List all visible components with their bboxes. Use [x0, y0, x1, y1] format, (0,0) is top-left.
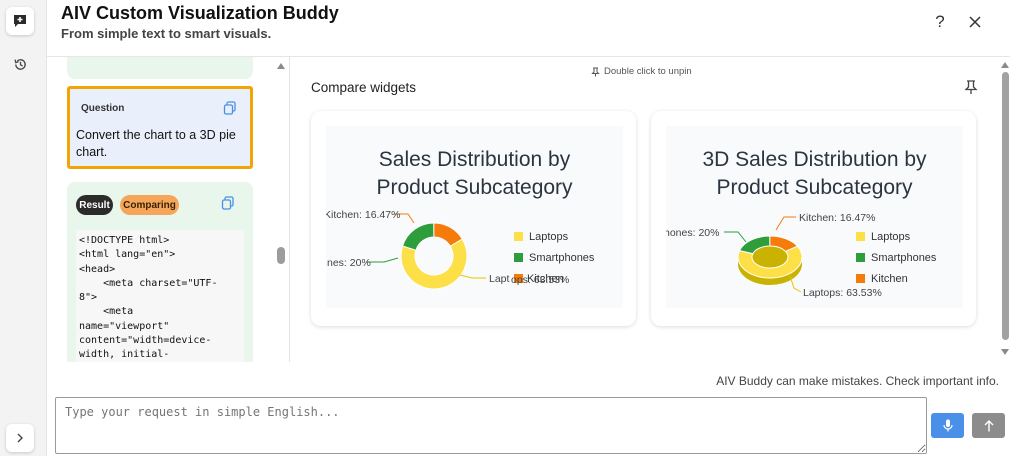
legend-label-smartphones: Smartphones	[871, 252, 937, 264]
unpin-hint: Double click to unpin	[591, 66, 692, 77]
history-icon	[13, 58, 26, 70]
arrow-up-icon	[984, 419, 993, 431]
legend-swatch-kitchen	[856, 274, 865, 283]
chart-plot: Sales Distribution by Product Subcategor…	[326, 126, 623, 308]
legend-label-kitchen: Kitchen	[871, 273, 908, 285]
kitchen-slice-label: Kitchen: 16.47%	[326, 209, 400, 221]
chart-title-line2: Product Subcategory	[716, 176, 913, 199]
chat-scrollbar[interactable]	[275, 57, 287, 362]
chat-history[interactable]: Question Convert the chart to a 3D pie c…	[47, 57, 290, 362]
legend-swatch-laptops	[514, 232, 523, 241]
scroll-down-arrow[interactable]	[1001, 349, 1009, 355]
chat-plus-icon	[14, 15, 26, 27]
legend-label-kitchen: Kitchen	[527, 273, 564, 285]
question-icon: ?	[935, 12, 945, 31]
question-text: Convert the chart to a 3D pie chart.	[76, 128, 236, 159]
smartphones-leader-line	[724, 231, 747, 243]
scroll-thumb[interactable]	[277, 247, 285, 264]
close-button[interactable]	[965, 12, 985, 32]
app-subtitle: From simple text to smart visuals.	[61, 26, 272, 41]
scroll-thumb[interactable]	[1002, 72, 1009, 340]
question-card[interactable]: Question Convert the chart to a 3D pie c…	[67, 86, 253, 169]
send-button[interactable]	[972, 413, 1005, 438]
chevron-right-icon	[17, 433, 23, 443]
legend-label-smartphones: Smartphones	[529, 252, 595, 264]
pie-slice-kitchen[interactable]	[769, 235, 799, 252]
legend-swatch-smartphones	[514, 253, 523, 262]
left-rail	[0, 0, 47, 456]
request-input[interactable]	[55, 397, 927, 454]
legend-label-laptops: Laptops	[871, 231, 911, 243]
pie-slice-kitchen[interactable]	[433, 222, 463, 247]
legend-swatch-smartphones	[856, 253, 865, 262]
result-card[interactable]: Result Comparing <!DOCTYPE html> <html l…	[67, 182, 253, 362]
donut-chart-3d: Kitchen: 16.47% hones: 20% Laptops: 63.5…	[666, 212, 937, 299]
chart-title-line1: 3D Sales Distribution by	[702, 148, 927, 171]
voice-input-button[interactable]	[931, 413, 964, 438]
disclaimer-text: AIV Buddy can make mistakes. Check impor…	[716, 374, 999, 388]
chart-plot: 3D Sales Distribution by Product Subcate…	[666, 126, 963, 308]
previous-result-card	[67, 57, 253, 79]
smartphones-leader-line	[366, 257, 399, 263]
new-chat-button[interactable]	[6, 7, 34, 35]
donut-chart: Kitchen: 16.47% nes: 20% Lapt Laptops Sm…	[326, 209, 595, 290]
pin-icon	[591, 67, 600, 76]
widget-card[interactable]: Sales Distribution by Product Subcategor…	[311, 111, 636, 326]
pin-icon[interactable]	[963, 79, 979, 95]
kitchen-leader-line	[775, 216, 796, 231]
widget-card[interactable]: 3D Sales Distribution by Product Subcate…	[651, 111, 976, 326]
copy-icon[interactable]	[223, 101, 237, 115]
expand-sidebar-button[interactable]	[6, 424, 34, 452]
history-button[interactable]	[6, 50, 34, 78]
comparing-badge[interactable]: Comparing	[120, 195, 179, 215]
scroll-up-arrow[interactable]	[1001, 62, 1009, 68]
close-icon	[969, 16, 981, 28]
legend-swatch-kitchen	[514, 274, 523, 283]
compare-scrollbar[interactable]	[999, 57, 1010, 362]
scroll-up-arrow[interactable]	[277, 63, 285, 69]
copy-icon[interactable]	[221, 196, 235, 210]
laptops-leader-line	[789, 275, 802, 293]
app-title: AIV Custom Visualization Buddy	[61, 3, 339, 23]
laptops-slice-label-overlap: ops: 63.53%	[511, 274, 569, 286]
question-label: Question	[81, 103, 125, 114]
chart-title: Sales Distribution by Product Subcategor…	[326, 146, 623, 202]
kitchen-slice-label: Kitchen: 16.47%	[799, 212, 875, 224]
chart-title: 3D Sales Distribution by Product Subcate…	[666, 146, 963, 202]
compare-title: Compare widgets	[311, 80, 417, 95]
help-button[interactable]: ?	[930, 12, 950, 32]
microphone-icon	[942, 419, 953, 432]
unpin-hint-text: Double click to unpin	[604, 66, 692, 77]
legend-label-laptops: Laptops	[529, 231, 569, 243]
header: AIV Custom Visualization Buddy From simp…	[47, 0, 1010, 57]
kitchen-leader-line	[394, 213, 415, 224]
laptops-slice-label: Laptops: 63.53%	[803, 287, 882, 299]
chart-title-line2: Product Subcategory	[376, 176, 573, 199]
smartphones-slice-label: nes: 20%	[327, 257, 371, 269]
result-badge: Result	[76, 195, 113, 215]
laptops-slice-label: Lapt	[489, 273, 510, 285]
pie-slice-laptops[interactable]	[737, 245, 803, 279]
smartphones-slice-label: hones: 20%	[666, 227, 719, 239]
laptops-leader-line	[459, 274, 486, 279]
legend-swatch-laptops	[856, 232, 865, 241]
pie-slice-smartphones[interactable]	[401, 222, 435, 251]
code-block: <!DOCTYPE html> <html lang="en"> <head> …	[76, 230, 244, 362]
compare-panel: Double click to unpin Compare widgets Sa…	[291, 57, 999, 362]
chart-title-line1: Sales Distribution by	[378, 148, 571, 171]
